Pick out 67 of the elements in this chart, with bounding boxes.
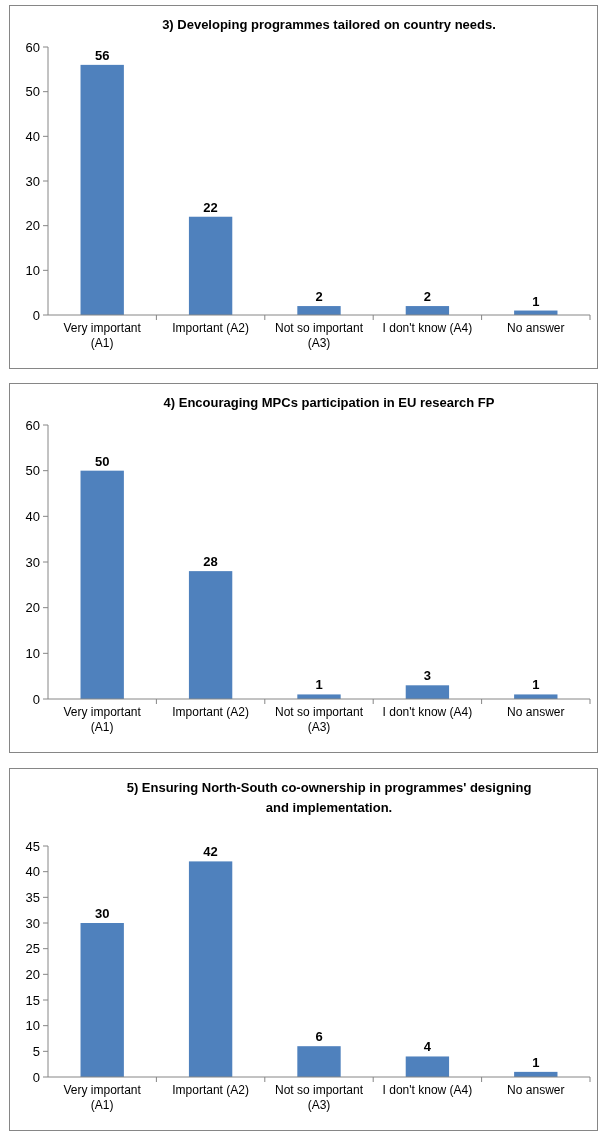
y-tick-label: 50: [25, 84, 40, 100]
x-tick-label: I don't know (A4): [382, 1083, 473, 1097]
x-tick-label: Important (A2): [172, 705, 249, 719]
data-label: 1: [532, 1054, 540, 1070]
data-label: 30: [94, 906, 110, 921]
y-tick-label: 60: [25, 417, 40, 433]
bar: [188, 216, 233, 315]
chart-title: 5) Ensuring North-South co-ownership in programmes' designing and implementation.: [126, 780, 532, 815]
bar: [297, 306, 341, 315]
x-tick-label: Not so important (A3): [274, 705, 364, 734]
data-label: 1: [532, 677, 540, 693]
bar: [188, 571, 233, 699]
y-tick-label: 5: [32, 1043, 40, 1059]
data-label: 22: [203, 199, 218, 215]
y-tick-label: 40: [25, 128, 40, 144]
bar: [80, 923, 124, 1077]
data-label: 4: [423, 1039, 432, 1055]
y-tick-label: 45: [25, 838, 40, 854]
chart-title: 3) Developing programmes tailored on country needs.: [162, 17, 496, 32]
y-tick-label: 30: [25, 173, 40, 189]
data-label: 2: [423, 289, 432, 305]
bar: [405, 685, 450, 699]
y-tick-label: 40: [25, 508, 40, 524]
x-tick-label: Important (A2): [172, 1083, 249, 1097]
data-label: 56: [94, 47, 110, 63]
y-tick-label: 20: [25, 966, 40, 982]
y-tick-label: 30: [25, 915, 40, 931]
x-tick-label: I don't know (A4): [382, 321, 473, 335]
y-tick-label: 10: [25, 262, 40, 278]
bar: [188, 861, 233, 1077]
x-tick-label: Very important (A1): [63, 1083, 142, 1112]
y-tick-label: 20: [25, 600, 40, 616]
data-label: 42: [203, 844, 218, 860]
y-tick-label: 0: [32, 691, 40, 707]
chart-title: 4) Encouraging MPCs participation in EU research FP: [163, 395, 495, 410]
data-label: 2: [315, 289, 323, 305]
y-tick-label: 35: [25, 889, 40, 905]
x-tick-label: I don't know (A4): [382, 705, 473, 719]
x-tick-label: Important (A2): [172, 321, 249, 335]
data-label: 6: [315, 1029, 323, 1045]
y-tick-label: 60: [25, 39, 40, 55]
y-tick-label: 15: [25, 992, 40, 1008]
y-tick-label: 20: [25, 218, 40, 234]
y-tick-label: 30: [25, 554, 40, 570]
y-tick-label: 10: [25, 1018, 40, 1034]
bar: [80, 470, 124, 699]
data-label: 1: [315, 677, 323, 693]
x-tick-label: No answer: [507, 321, 565, 335]
data-label: 28: [203, 554, 218, 570]
bar: [80, 64, 124, 315]
y-tick-label: 25: [25, 941, 40, 957]
x-tick-label: Not so important (A3): [274, 321, 364, 350]
x-tick-label: Very important (A1): [63, 705, 142, 734]
y-tick-label: 50: [25, 463, 40, 479]
data-label: 50: [94, 453, 110, 469]
data-label: 3: [423, 668, 432, 684]
x-tick-label: Very important (A1): [63, 321, 142, 350]
bar: [405, 1056, 450, 1077]
x-tick-label: No answer: [507, 1083, 565, 1097]
y-tick-label: 0: [32, 307, 40, 323]
y-tick-label: 40: [25, 864, 40, 880]
x-tick-label: Not so important (A3): [274, 1083, 364, 1112]
x-tick-label: No answer: [507, 705, 565, 719]
y-tick-label: 0: [32, 1069, 40, 1085]
data-label: 1: [532, 293, 540, 309]
bar: [297, 1046, 341, 1077]
y-tick-label: 10: [25, 645, 40, 661]
